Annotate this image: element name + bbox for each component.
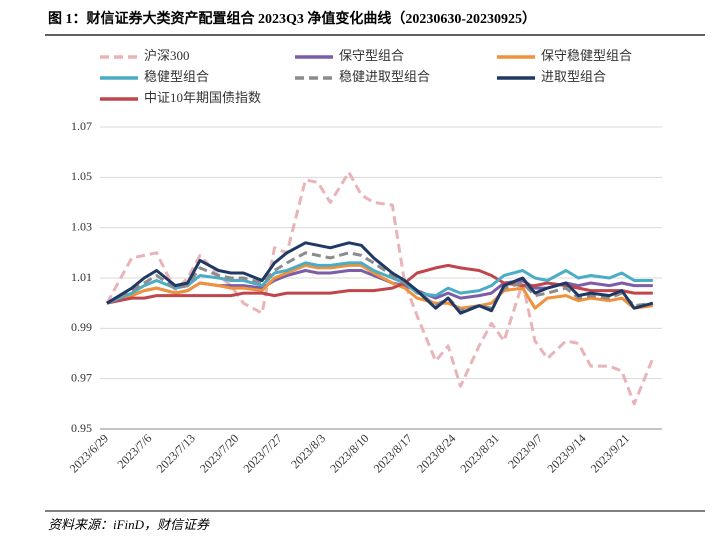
x-tick-label: 2023/7/6: [114, 431, 154, 471]
x-tick-label: 2023/7/27: [240, 431, 284, 475]
y-tick-label: 1.03: [71, 219, 92, 233]
y-tick-label: 0.99: [71, 320, 92, 334]
x-tick-label: 2023/9/21: [588, 431, 632, 475]
series-line: [106, 251, 653, 313]
x-tick-label: 2023/8/17: [371, 431, 415, 475]
series-line: [105, 170, 655, 406]
legend-label: 保守型组合: [339, 48, 404, 63]
legend-label: 进取型组合: [541, 69, 606, 84]
series-line: [106, 261, 653, 305]
y-tick-label: 1.01: [71, 270, 92, 284]
y-tick-label: 0.95: [71, 421, 92, 435]
x-tick-label: 2023/8/10: [327, 431, 371, 475]
y-tick-label: 0.97: [71, 370, 92, 384]
x-tick-label: 2023/7/20: [197, 431, 241, 475]
x-tick-label: 2023/8/3: [288, 431, 328, 471]
series-line: [106, 241, 654, 315]
legend-label: 中证10年期国债指数: [144, 90, 261, 105]
series-line: [106, 263, 653, 310]
x-tick-label: 2023/6/29: [67, 431, 111, 475]
x-tick-label: 2023/9/14: [544, 431, 588, 475]
y-tick-label: 1.07: [71, 119, 92, 133]
legend-label: 保守稳健型组合: [541, 48, 632, 63]
x-tick-label: 2023/8/24: [414, 431, 458, 475]
legend-label: 稳健进取型组合: [339, 69, 430, 84]
x-tick-label: 2023/7/13: [154, 431, 198, 475]
chart-title: 图 1：财信证券大类资产配置组合 2023Q3 净值变化曲线（20230630-…: [48, 10, 536, 27]
legend-label: 沪深300: [144, 48, 190, 63]
y-tick-label: 1.05: [71, 169, 92, 183]
x-tick-label: 2023/8/31: [458, 431, 502, 475]
source: 资料来源：iFinD，财信证券: [48, 517, 210, 532]
legend-label: 稳健型组合: [144, 69, 209, 84]
x-tick-label: 2023/9/7: [505, 431, 545, 471]
